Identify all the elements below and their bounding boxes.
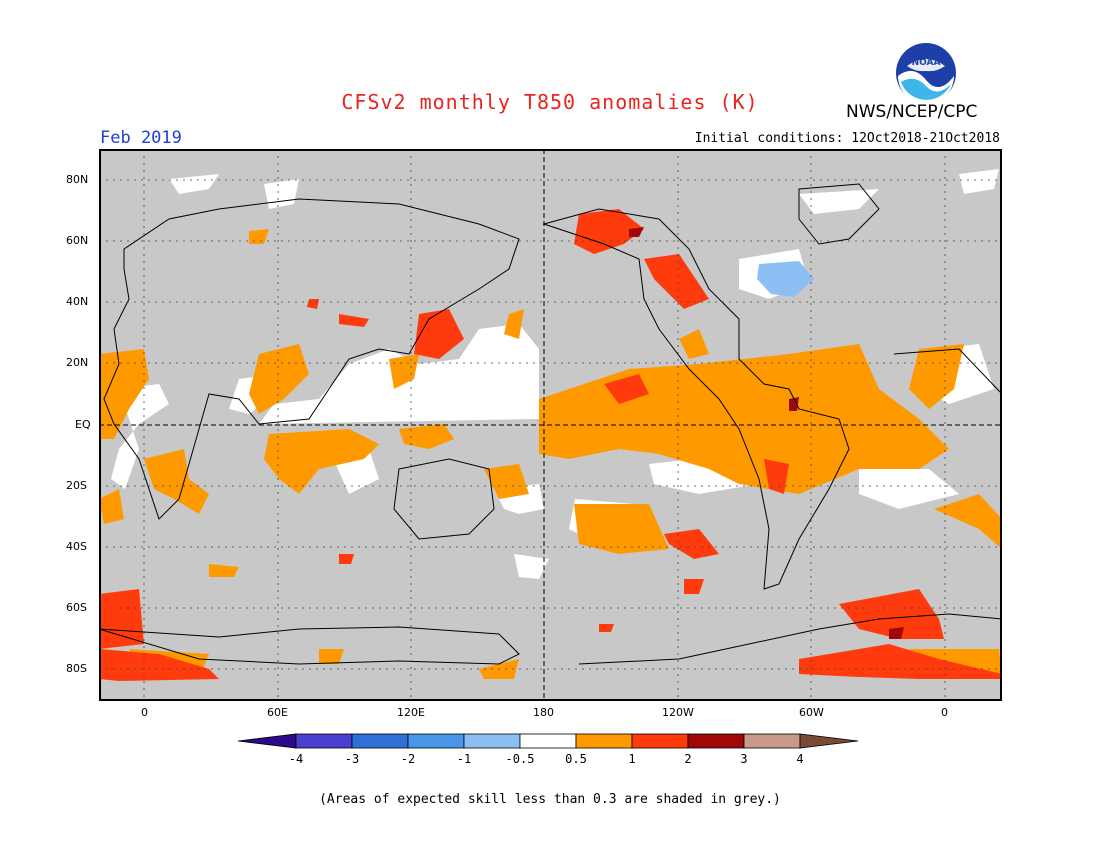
colorbar-label: -3: [345, 752, 359, 766]
colorbar-labels: -4 -3 -2 -1 -0.5 0.5 1 2 3 4: [289, 752, 804, 766]
colorbar-label: 0.5: [565, 752, 587, 766]
warm-anomaly-1-2: [99, 209, 1002, 681]
colorbar-label: -1: [457, 752, 471, 766]
lon-label-180: 180: [533, 706, 554, 719]
lon-label-120E: 120E: [397, 706, 425, 719]
lat-label-60S: 60S: [66, 601, 87, 614]
lon-label-60W: 60W: [799, 706, 824, 719]
colorbar-cells: [238, 733, 859, 749]
colorbar-label: 3: [740, 752, 747, 766]
lat-label-80N: 80N: [66, 173, 89, 186]
colorbar-cell: [631, 733, 689, 749]
warm-anomaly-2-3: [629, 227, 904, 639]
colorbar-label: 2: [684, 752, 691, 766]
colorbar-cell: [295, 733, 353, 749]
colorbar: -4 -3 -2 -1 -0.5 0.5 1 2 3 4: [238, 733, 859, 766]
lon-label-60E: 60E: [267, 706, 288, 719]
colorbar-cell: [463, 733, 521, 749]
colorbar-cell: [351, 733, 409, 749]
lat-label-40N: 40N: [66, 295, 89, 308]
map-frame: [99, 149, 1002, 701]
lat-label-20S: 20S: [66, 479, 87, 492]
colorbar-cell: [407, 733, 465, 749]
noaa-logo-text: NOAA: [912, 58, 941, 68]
lat-label-80S: 80S: [66, 662, 87, 675]
lat-label-20N: 20N: [66, 356, 89, 369]
anomaly-map: [99, 149, 1002, 701]
colorbar-label: 1: [628, 752, 635, 766]
colorbar-cell-max: [799, 733, 859, 749]
colorbar-label: -2: [401, 752, 415, 766]
lon-label-0: 0: [141, 706, 148, 719]
colorbar-cell: [575, 733, 633, 749]
initial-conditions: Initial conditions: 12Oct2018-21Oct2018: [694, 131, 1000, 146]
noaa-logo: NOAA: [896, 43, 956, 104]
colorbar-cell: [743, 733, 801, 749]
colorbar-cell: [519, 733, 577, 749]
skill-footnote: (Areas of expected skill less than 0.3 a…: [319, 792, 781, 807]
colorbar-cell-min: [238, 733, 297, 749]
colorbar-label: -0.5: [506, 752, 535, 766]
colorbar-cell: [687, 733, 745, 749]
lon-label-120W: 120W: [662, 706, 694, 719]
graticule: [99, 149, 1002, 701]
lat-label-eq: EQ: [75, 418, 91, 431]
coastlines: [99, 183, 1002, 665]
colorbar-label: -4: [289, 752, 303, 766]
equator-dateline: [99, 149, 1002, 701]
agency-label: NWS/NCEP/CPC: [846, 102, 978, 122]
colorbar-label: 4: [796, 752, 803, 766]
map-title: CFSv2 monthly T850 anomalies (K): [341, 90, 759, 114]
lon-label-0-east: 0: [941, 706, 948, 719]
cool-anomaly-neg1-neg0.5: [757, 261, 814, 297]
lat-label-60N: 60N: [66, 234, 89, 247]
forecast-period: Feb 2019: [100, 128, 182, 148]
lat-label-40S: 40S: [66, 540, 87, 553]
